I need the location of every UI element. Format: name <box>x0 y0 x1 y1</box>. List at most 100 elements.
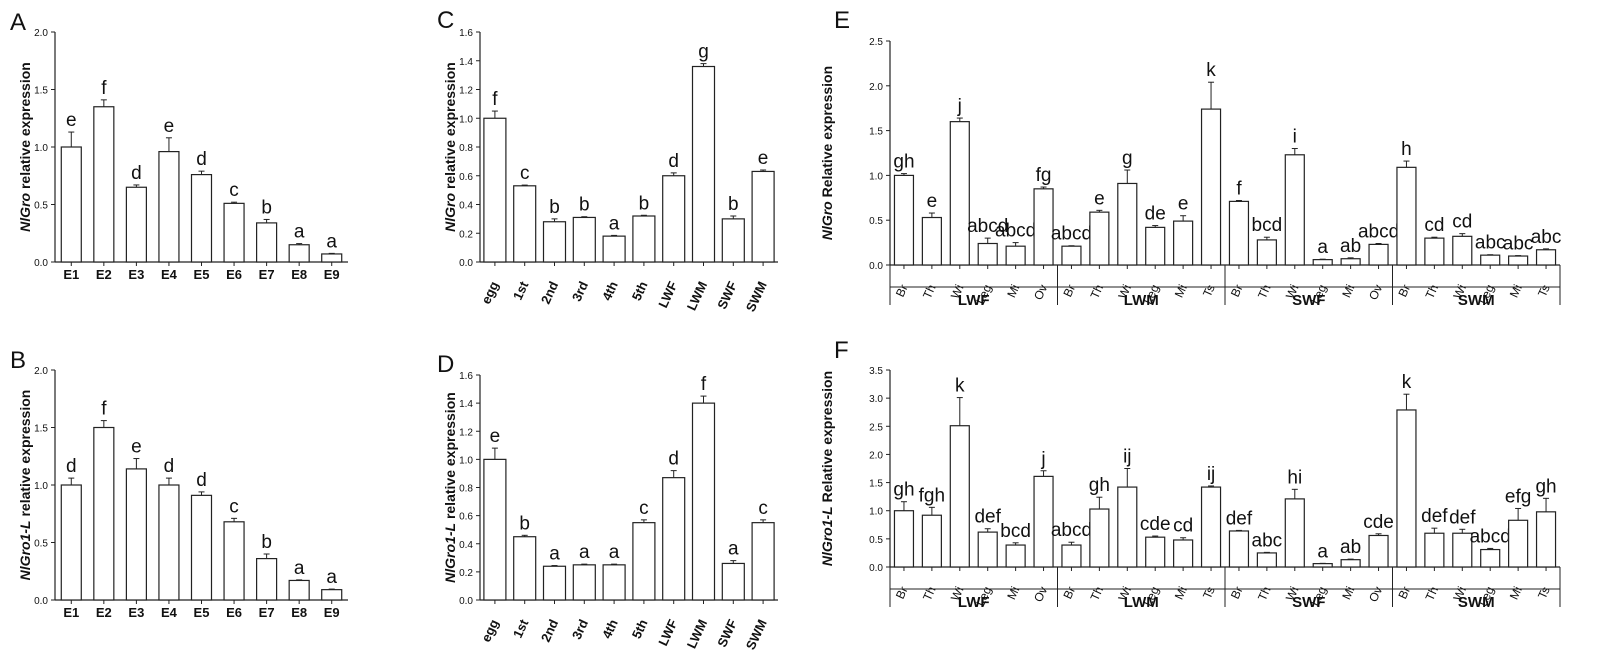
bar <box>542 221 567 263</box>
bar <box>1089 211 1110 266</box>
x-tick-label: Ov <box>1366 282 1385 302</box>
bar <box>483 458 507 601</box>
significance-letter: a <box>579 542 590 563</box>
x-tick-label: E3 <box>128 605 144 620</box>
y-axis-label-text: relative expression <box>17 62 33 193</box>
bar <box>572 564 596 601</box>
significance-letter: gh <box>1089 475 1110 496</box>
significance-letter: ab <box>1340 236 1361 257</box>
x-tick-label: E8 <box>291 605 307 620</box>
bar <box>1089 508 1110 568</box>
y-tick-label: 0.5 <box>34 201 48 212</box>
bar <box>1480 254 1501 266</box>
x-tick-label: Ov <box>1031 282 1050 302</box>
y-tick-label: 1.4 <box>459 399 473 410</box>
significance-letter: a <box>609 542 620 563</box>
bar <box>1535 511 1557 568</box>
x-tick-label: Ov <box>1366 584 1385 604</box>
y-tick-label: 1.2 <box>459 427 473 438</box>
significance-letter: h <box>1401 139 1412 160</box>
significance-letter: a <box>294 558 305 579</box>
bar <box>1340 258 1361 266</box>
y-tick-label: 0.5 <box>869 216 883 227</box>
significance-letter: abcd <box>995 221 1036 242</box>
x-tick-label: 5th <box>629 279 651 303</box>
bar <box>288 244 310 263</box>
x-tick-label: Mi <box>1339 282 1357 299</box>
x-tick-label: 2nd <box>538 617 561 644</box>
x-tick-label: 1st <box>510 278 532 302</box>
significance-letter: e <box>1178 194 1189 215</box>
x-tick-label: 3rd <box>569 617 591 642</box>
x-tick-label: Mi <box>1172 584 1190 601</box>
y-tick-label: 2.5 <box>869 422 883 433</box>
significance-letter: c <box>229 180 239 201</box>
bar <box>483 117 507 263</box>
bar <box>1480 548 1501 568</box>
x-tick-label: Ts <box>1200 584 1218 601</box>
bar <box>662 477 686 601</box>
bar <box>1005 245 1026 266</box>
y-tick-label: 2.5 <box>869 37 883 48</box>
bar <box>893 174 915 266</box>
x-tick-label: Th <box>1087 584 1106 603</box>
y-axis-label: NlGro Relative expression <box>819 66 835 240</box>
x-tick-label: E7 <box>259 605 275 620</box>
bar <box>1228 200 1250 266</box>
x-tick-label: Th <box>1255 282 1274 301</box>
significance-letter: de <box>1145 204 1166 225</box>
x-tick-label: LWM <box>684 617 710 651</box>
y-tick-label: 1.0 <box>459 114 473 125</box>
bar <box>256 557 278 601</box>
significance-letter: efg <box>1505 486 1531 507</box>
y-tick-label: 1.0 <box>34 143 48 154</box>
bar <box>1256 239 1277 266</box>
y-axis-label: NlGro relative expression <box>17 62 33 232</box>
bar <box>1396 409 1417 568</box>
x-tick-label: Th <box>1422 282 1441 301</box>
bar <box>190 494 213 601</box>
y-axis-label-gene: NlGro1-L <box>442 523 458 583</box>
bar <box>602 235 626 263</box>
significance-letter: gh <box>893 480 914 501</box>
significance-letter: hi <box>1287 467 1302 488</box>
y-axis-label-text: Relative expression <box>819 66 835 201</box>
y-axis-label-text: relative expression <box>17 390 33 521</box>
bar <box>751 522 775 601</box>
panel-c: C 0.0 0.2 0.4 0.6 0.8 1.0 1.2 1.4 1.6 NlGro relati… <box>437 7 778 314</box>
significance-letter: d <box>668 151 679 172</box>
significance-letter: a <box>326 231 337 252</box>
bar <box>1005 544 1026 568</box>
x-tick-label: SWM <box>743 617 770 652</box>
y-tick-label: 1.6 <box>459 371 473 382</box>
bar <box>93 106 115 263</box>
significance-letter: a <box>1317 541 1328 562</box>
y-axis-label-gene: NlGro1-L <box>819 506 835 566</box>
x-tick-label: E4 <box>161 267 178 282</box>
bar <box>632 522 656 601</box>
y-tick-label: 0.4 <box>459 540 473 551</box>
x-tick-label: SWF <box>714 617 740 650</box>
y-tick-label: 1.5 <box>869 127 883 138</box>
significance-letter: k <box>955 376 965 397</box>
bar <box>1061 245 1082 266</box>
significance-letter: def <box>1226 508 1253 529</box>
x-tick-label: Th <box>1087 282 1106 301</box>
bar <box>223 202 245 263</box>
x-tick-label: Ov <box>1031 584 1050 604</box>
y-tick-label: 1.5 <box>34 86 48 97</box>
panel-b: B 0.0 0.5 1.0 1.5 2.0 NlGro1-L relative expres… <box>10 347 348 620</box>
y-tick-label: 1.2 <box>459 86 473 97</box>
x-tick-label: Br <box>1060 584 1078 601</box>
significance-letter: d <box>196 149 207 170</box>
significance-letter: k <box>1402 372 1412 393</box>
y-axis-label-gene: NlGro1-L <box>17 520 33 580</box>
x-tick-label: E3 <box>128 267 144 282</box>
significance-letter: e <box>490 426 501 447</box>
bar <box>691 65 716 263</box>
significance-letter: def <box>1421 506 1448 527</box>
x-tick-label: 3rd <box>569 279 591 304</box>
bar <box>1312 259 1333 266</box>
group-label: LWF <box>958 292 990 309</box>
